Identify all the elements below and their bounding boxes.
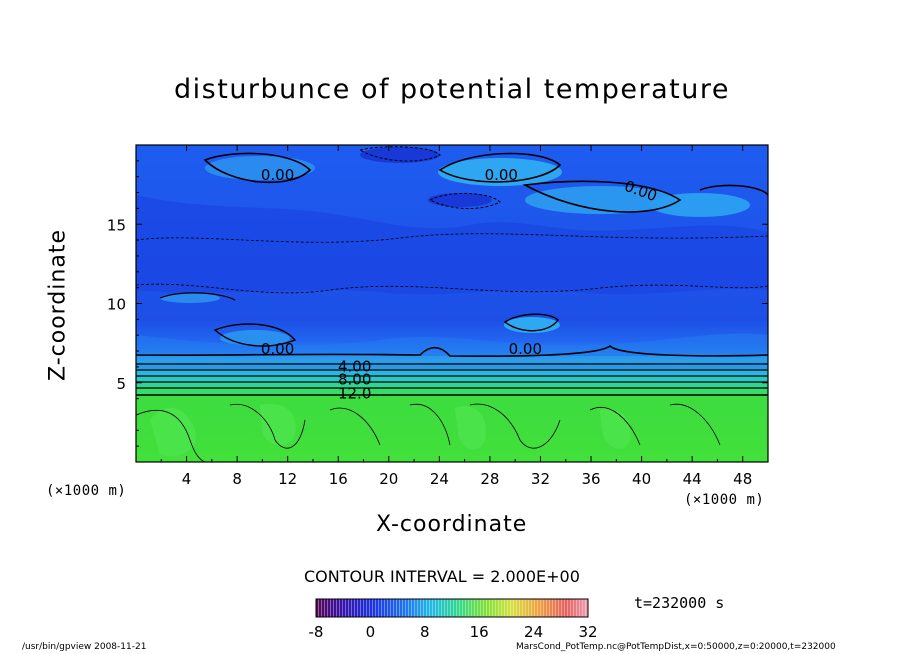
contour-value-label: 4.00: [338, 358, 371, 376]
field-features: [136, 147, 768, 457]
contour-value-label: 0.00: [261, 166, 294, 184]
contour-value-label: 12.0: [338, 385, 371, 403]
x-tick-label: 36: [581, 470, 600, 488]
x-tick-label: 4: [182, 470, 192, 488]
y-tick-label: 15: [107, 216, 126, 234]
x-tick-label: 8: [232, 470, 242, 488]
colorbar-tick-label: 16: [470, 623, 489, 641]
contour-interval: CONTOUR INTERVAL = 2.000E+00: [304, 567, 580, 586]
x-tick-label: 28: [480, 470, 499, 488]
x-tick-label: 32: [531, 470, 550, 488]
plot-area: [136, 145, 768, 462]
colorbar-ticks: -8 0 8 16 24 32: [309, 623, 598, 641]
footer-left: /usr/bin/gpview 2008-11-21: [22, 642, 147, 652]
x-tick-label: 16: [329, 470, 348, 488]
colorbar-stripes: [316, 599, 588, 617]
x-tick-label: 20: [379, 470, 398, 488]
colorbar-tick-label: 32: [578, 623, 597, 641]
y-axis-ticks: 5 10 15: [107, 160, 768, 447]
x-tick-label: 12: [278, 470, 297, 488]
colorbar-tick-label: -8: [309, 623, 324, 641]
time-label: t=232000 s: [634, 594, 725, 612]
x-tick-label: 48: [733, 470, 752, 488]
contour-lines: [136, 146, 768, 462]
y-tick-label: 5: [116, 375, 126, 393]
colorbar-tick-label: 8: [420, 623, 430, 641]
x-axis-label: X-coordinate: [376, 512, 528, 537]
x-tick-label: 24: [430, 470, 449, 488]
y-unit-label: (×1000 m): [46, 483, 127, 499]
x-tick-label: 40: [632, 470, 651, 488]
y-axis-label: Z-coordinate: [45, 229, 71, 381]
x-tick-label: 44: [683, 470, 702, 488]
x-unit-label: (×1000 m): [684, 492, 765, 508]
contour-value-label: 0.00: [509, 340, 542, 358]
colorbar-frame: [315, 598, 589, 618]
x-axis-ticks: 4 8 12 16 20 24 28 32 36 40 44 48: [160, 145, 752, 488]
contour-value-label: 8.00: [338, 370, 371, 388]
colorbar-tick-label: 0: [366, 623, 376, 641]
y-tick-label: 10: [107, 296, 126, 314]
colorbar-tick-label: 24: [524, 623, 543, 641]
chart-title: disturbunce of potential temperature: [174, 74, 730, 105]
contour-value-label: 0.00: [485, 166, 518, 184]
contour-value-label: 0.00: [261, 340, 294, 358]
footer-right: MarsCond_PotTemp.nc@PotTempDist,x=0:5000…: [516, 642, 836, 652]
